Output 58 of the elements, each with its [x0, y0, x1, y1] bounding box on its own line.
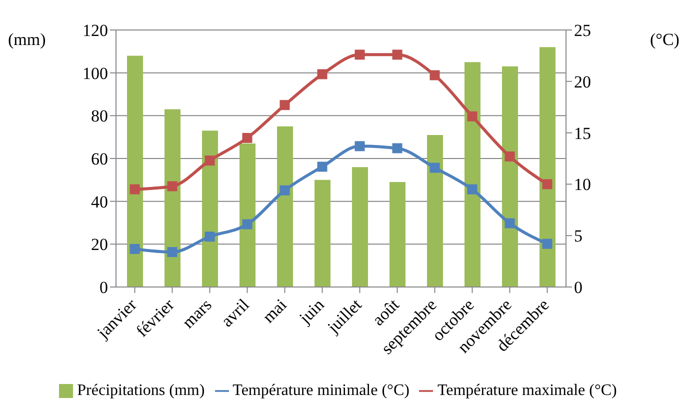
point	[430, 70, 440, 80]
point	[467, 184, 478, 194]
legend-label: Température minimale (°C)	[232, 382, 410, 399]
point	[242, 132, 252, 143]
point	[542, 238, 552, 249]
bar	[164, 109, 180, 287]
y2-axis-title: (°C)	[650, 30, 680, 50]
x-tick-label: mars	[178, 295, 216, 332]
x-tick-label: mai	[258, 294, 291, 327]
bar	[540, 47, 556, 287]
bar	[464, 62, 480, 287]
x-tick-label: juin	[294, 294, 328, 328]
y-tick-label: 0	[100, 278, 108, 298]
point	[504, 218, 515, 228]
point	[317, 162, 328, 172]
point	[204, 156, 215, 166]
bar	[390, 182, 406, 287]
point	[204, 232, 215, 242]
bar	[314, 180, 330, 287]
point	[242, 219, 252, 230]
bar	[202, 130, 218, 287]
point	[130, 244, 140, 254]
x-tick-label: avril	[217, 294, 254, 331]
point	[354, 50, 365, 60]
bar	[240, 144, 256, 287]
y-tick-label: 120	[82, 21, 108, 40]
point	[430, 162, 440, 173]
point	[504, 151, 515, 162]
point	[280, 100, 290, 110]
y2-tick-label: 15	[574, 124, 591, 143]
y-axis-title: (mm)	[8, 30, 46, 50]
y2-tick-label: 20	[574, 72, 591, 92]
point	[317, 69, 328, 80]
point	[130, 184, 140, 194]
y-tick-label: 80	[91, 106, 108, 126]
y-tick-label: 20	[91, 235, 108, 254]
point	[542, 179, 552, 190]
bar	[502, 66, 518, 287]
legend-label: Température maximale (°C)	[437, 382, 617, 399]
y2-tick-label: 25	[574, 21, 591, 40]
legend-label: Précipitations (mm)	[77, 382, 205, 399]
y-tick-label: 40	[91, 192, 108, 212]
point	[392, 143, 402, 154]
y2-tick-label: 10	[574, 175, 591, 194]
point	[467, 111, 478, 122]
y-tick-label: 60	[91, 150, 108, 169]
y2-tick-label: 5	[574, 226, 582, 246]
point	[167, 181, 178, 192]
point	[280, 185, 290, 196]
y2-tick-label: 0	[574, 278, 582, 298]
bar	[277, 126, 293, 287]
point	[392, 50, 402, 60]
point	[354, 141, 365, 152]
bar	[427, 134, 443, 287]
bar	[127, 56, 143, 287]
y-tick-label: 100	[82, 64, 108, 83]
bar	[352, 167, 368, 287]
point	[167, 247, 178, 258]
